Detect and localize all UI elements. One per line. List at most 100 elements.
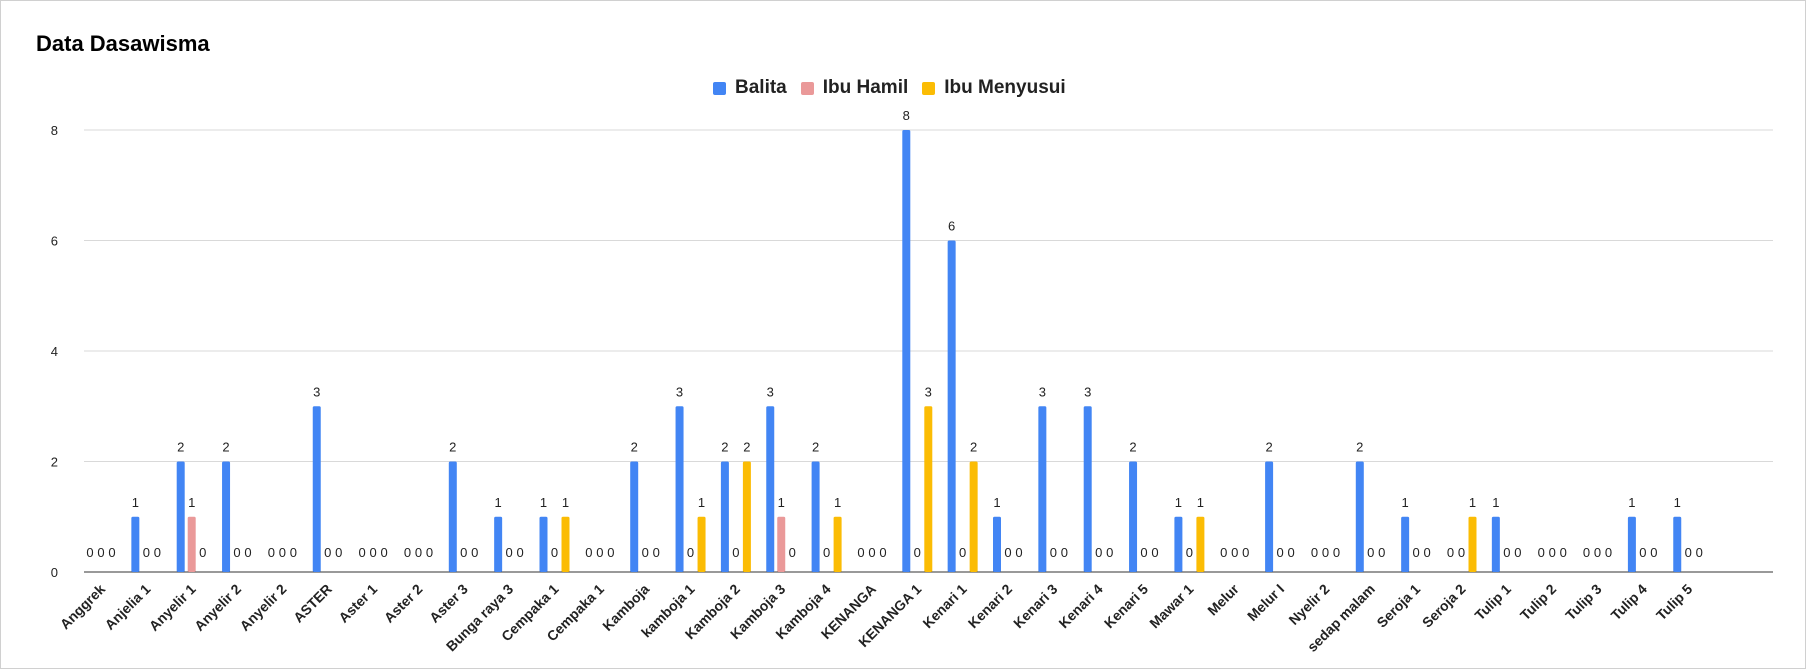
y-tick-label: 4: [51, 344, 58, 359]
legend-swatch-ibu-hamil: [800, 81, 814, 95]
data-label: 3: [1039, 384, 1046, 399]
data-label: 3: [676, 384, 683, 399]
bar: [1355, 461, 1364, 572]
data-label: 0: [1050, 545, 1057, 560]
bar: [630, 461, 639, 572]
bar: [1491, 516, 1500, 572]
bar: [766, 406, 775, 572]
data-label: 0: [1605, 545, 1612, 560]
data-label: 0: [154, 545, 161, 560]
data-label: 1: [1469, 495, 1476, 510]
y-tick-label: 8: [51, 123, 58, 138]
bar: [176, 461, 185, 572]
x-tick-label: Seroja 1: [1373, 581, 1423, 631]
y-tick-label: 0: [51, 565, 58, 580]
data-label: 0: [1186, 545, 1193, 560]
data-label: 0: [1311, 545, 1318, 560]
x-tick-label: Mawar 1: [1146, 581, 1197, 632]
data-label: 0: [1061, 545, 1068, 560]
bar: [1174, 516, 1183, 572]
data-label: 0: [143, 545, 150, 560]
bar: [969, 461, 978, 572]
legend-item-balita[interactable]: Balita: [713, 77, 787, 99]
legend-swatch-balita: [713, 81, 726, 95]
y-tick-label: 2: [51, 455, 58, 470]
y-tick-label: 6: [51, 234, 58, 249]
bar: [924, 406, 933, 572]
legend-item-ibu-menyusui[interactable]: Ibu Menyusui: [922, 77, 1066, 99]
data-label: 1: [540, 495, 547, 510]
data-label: 0: [607, 545, 614, 560]
data-label: 0: [1015, 545, 1022, 560]
data-label: 1: [778, 495, 785, 510]
bar: [1468, 516, 1477, 572]
bar: [811, 461, 820, 572]
data-label: 0: [1594, 545, 1601, 560]
data-label: 0: [404, 545, 411, 560]
x-tick-label: Kenari 5: [1101, 581, 1152, 632]
data-label: 1: [834, 495, 841, 510]
data-label: 0: [1378, 545, 1385, 560]
x-tick-label: Melur I: [1244, 581, 1287, 624]
x-tick-label: Tulip 4: [1608, 581, 1651, 624]
data-label: 3: [313, 384, 320, 399]
data-label: 0: [1447, 545, 1454, 560]
data-label: 1: [562, 495, 569, 510]
bar: [993, 516, 1001, 572]
data-label: 6: [948, 219, 955, 234]
data-label: 0: [879, 545, 886, 560]
bar: [131, 516, 140, 572]
data-label: 0: [97, 545, 104, 560]
data-label: 0: [369, 545, 376, 560]
data-label: 2: [631, 440, 638, 455]
data-label: 2: [177, 440, 184, 455]
data-label: 0: [857, 545, 864, 560]
x-tick-label: Anjelia 1: [101, 581, 153, 633]
data-label: 0: [290, 545, 297, 560]
data-label: 0: [551, 545, 558, 560]
data-label: 2: [970, 440, 977, 455]
data-label: 1: [1197, 495, 1204, 510]
data-label: 0: [823, 545, 830, 560]
x-tick-label: Melur: [1204, 580, 1242, 618]
data-label: 2: [1129, 440, 1136, 455]
legend-item-ibu-hamil[interactable]: Ibu Hamil: [800, 77, 908, 99]
x-tick-label: Anyelir 2: [236, 581, 289, 634]
bar: [1129, 461, 1138, 572]
data-label: 0: [517, 545, 524, 560]
data-label: 1: [1402, 495, 1409, 510]
chart-legend: Balita Ibu Hamil Ibu Menyusui: [713, 77, 1080, 99]
bar: [1627, 516, 1636, 572]
bar: [494, 516, 503, 572]
data-label: 1: [495, 495, 502, 510]
data-label: 2: [812, 440, 819, 455]
x-tick-label: Kenari 4: [1055, 581, 1106, 632]
bar: [187, 516, 196, 572]
data-label: 1: [1175, 495, 1182, 510]
data-label: 0: [732, 545, 739, 560]
x-tick-label: ASTER: [290, 581, 335, 626]
data-label: 0: [789, 545, 796, 560]
data-label: 0: [108, 545, 115, 560]
data-label: 0: [86, 545, 93, 560]
data-label: 0: [1231, 545, 1238, 560]
data-label: 0: [585, 545, 592, 560]
data-label: 0: [279, 545, 286, 560]
data-label: 0: [1106, 545, 1113, 560]
x-tick-label: Aster 3: [426, 581, 471, 626]
bar: [697, 516, 706, 572]
data-label: 3: [925, 384, 932, 399]
x-tick-label: Tulip 5: [1653, 581, 1696, 624]
data-label: 0: [268, 545, 275, 560]
data-label: 0: [358, 545, 365, 560]
bar: [902, 130, 911, 572]
data-label: 0: [1685, 545, 1692, 560]
data-label: 0: [471, 545, 478, 560]
data-label: 0: [1413, 545, 1420, 560]
bar: [777, 516, 786, 572]
bar: [742, 461, 751, 572]
data-label: 0: [1242, 545, 1249, 560]
data-label: 0: [506, 545, 513, 560]
data-label: 1: [993, 495, 1000, 510]
